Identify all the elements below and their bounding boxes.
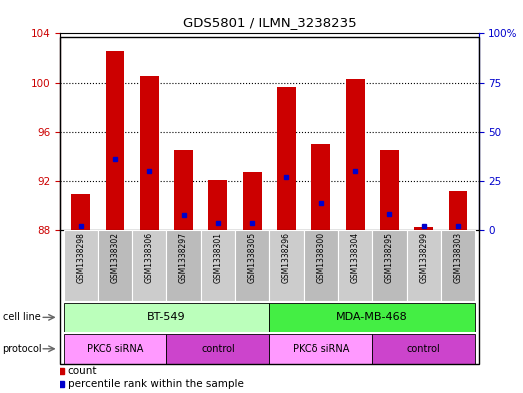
Text: PKCδ siRNA: PKCδ siRNA xyxy=(87,344,143,354)
Bar xyxy=(166,334,269,364)
Bar xyxy=(140,76,159,230)
Bar xyxy=(441,230,475,301)
Bar xyxy=(243,172,262,230)
Bar xyxy=(209,180,228,230)
Bar xyxy=(346,79,365,230)
Bar xyxy=(338,230,372,301)
Bar xyxy=(71,194,90,230)
Bar xyxy=(64,230,98,301)
Bar xyxy=(304,230,338,301)
Text: GSM1338304: GSM1338304 xyxy=(350,232,360,283)
Bar xyxy=(311,144,330,230)
Bar xyxy=(132,230,166,301)
Text: MDA-MB-468: MDA-MB-468 xyxy=(336,312,408,322)
Text: percentile rank within the sample: percentile rank within the sample xyxy=(67,379,244,389)
Bar xyxy=(277,87,296,230)
Bar xyxy=(166,230,201,301)
Bar xyxy=(414,228,433,230)
Bar xyxy=(174,150,193,230)
Text: cell line: cell line xyxy=(3,312,40,322)
Bar xyxy=(269,230,304,301)
Text: PKCδ siRNA: PKCδ siRNA xyxy=(292,344,349,354)
Text: GSM1338297: GSM1338297 xyxy=(179,232,188,283)
Bar xyxy=(269,334,372,364)
Text: GSM1338296: GSM1338296 xyxy=(282,232,291,283)
Text: BT-549: BT-549 xyxy=(147,312,186,322)
Bar xyxy=(106,51,124,230)
Text: GSM1338302: GSM1338302 xyxy=(110,232,120,283)
Bar xyxy=(98,230,132,301)
Text: GSM1338306: GSM1338306 xyxy=(145,232,154,283)
Text: GSM1338299: GSM1338299 xyxy=(419,232,428,283)
Text: GSM1338298: GSM1338298 xyxy=(76,232,85,283)
Text: count: count xyxy=(67,366,97,376)
Text: GSM1338300: GSM1338300 xyxy=(316,232,325,283)
Text: protocol: protocol xyxy=(3,344,42,354)
Bar xyxy=(201,230,235,301)
Bar xyxy=(64,334,166,364)
Bar xyxy=(269,303,475,332)
Bar xyxy=(406,230,441,301)
Text: GSM1338295: GSM1338295 xyxy=(385,232,394,283)
Title: GDS5801 / ILMN_3238235: GDS5801 / ILMN_3238235 xyxy=(183,17,356,29)
Bar xyxy=(372,334,475,364)
Text: GSM1338303: GSM1338303 xyxy=(453,232,462,283)
Text: GSM1338301: GSM1338301 xyxy=(213,232,222,283)
Bar xyxy=(372,230,406,301)
Bar xyxy=(449,191,468,230)
Bar xyxy=(235,230,269,301)
Text: control: control xyxy=(201,344,235,354)
Bar xyxy=(380,150,399,230)
Text: control: control xyxy=(407,344,440,354)
Text: GSM1338305: GSM1338305 xyxy=(248,232,257,283)
Bar xyxy=(64,303,269,332)
